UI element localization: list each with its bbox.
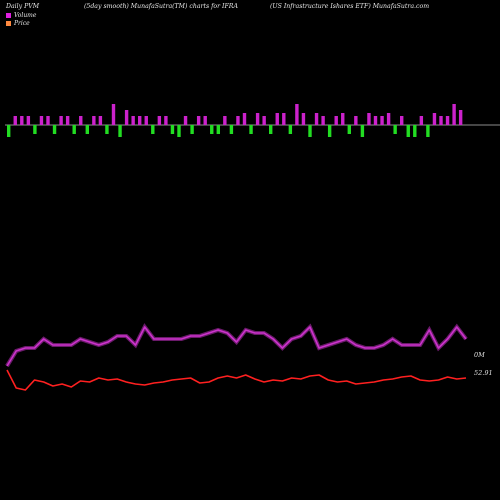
volume-bar <box>386 113 391 125</box>
volume-bar <box>445 116 450 125</box>
volume-bar <box>85 125 89 134</box>
volume-bar <box>79 116 83 125</box>
volume-bar <box>393 125 397 134</box>
volume-bar <box>170 125 175 134</box>
volume-bar <box>65 116 70 125</box>
volume-bar <box>242 113 247 125</box>
volume-bar <box>105 125 109 134</box>
volume-bar <box>367 113 371 125</box>
volume-bar <box>400 116 404 125</box>
legend-item-price: Price <box>6 20 36 28</box>
volume-bar <box>216 125 220 134</box>
volume-bar <box>131 116 135 125</box>
volume-bar <box>13 116 17 125</box>
volume-bar <box>255 113 260 125</box>
volume-bar <box>380 116 384 125</box>
volume-bar <box>321 116 325 125</box>
volume-bar <box>210 125 214 134</box>
volume-bar <box>288 125 293 134</box>
volume-bar <box>20 116 24 125</box>
volume-bar <box>249 125 253 134</box>
volume-bar <box>33 125 37 134</box>
volume-bar <box>177 125 181 137</box>
volume-line <box>6 326 467 367</box>
volume-bar <box>118 125 122 137</box>
volume-bar <box>190 125 194 134</box>
legend-label-price: Price <box>14 20 30 27</box>
price-last-label: 52.91 <box>474 369 493 377</box>
volume-bar <box>314 113 319 125</box>
volume-bar <box>72 125 76 134</box>
volume-bar <box>413 125 417 137</box>
volume-bar <box>308 125 312 137</box>
volume-bar <box>46 116 50 125</box>
volume-bar <box>327 125 332 137</box>
volume-bar <box>262 116 266 125</box>
volume-bar <box>203 116 207 125</box>
volume-bar <box>229 125 234 134</box>
volume-bar <box>373 116 378 125</box>
volume-bar <box>354 116 358 125</box>
volume-bar <box>432 113 437 125</box>
volume-bar <box>236 116 240 125</box>
volume-bar <box>360 125 365 137</box>
volume-bar <box>92 116 96 125</box>
volume-last-label: 0M <box>474 351 485 359</box>
volume-bar <box>164 116 168 125</box>
legend: Volume Price <box>6 12 36 28</box>
volume-bar <box>223 116 227 125</box>
volume-bar <box>347 125 351 134</box>
volume-bar <box>341 113 345 125</box>
legend-swatch-price <box>6 21 11 26</box>
volume-bar <box>157 116 162 125</box>
volume-bar <box>98 116 103 125</box>
volume-line-glow <box>5 323 468 368</box>
volume-bar <box>406 125 410 137</box>
volume-bar <box>39 116 44 125</box>
volume-bar <box>59 116 63 125</box>
legend-label-volume: Volume <box>14 12 37 19</box>
volume-bar <box>26 116 31 125</box>
volume-bar <box>138 116 142 125</box>
volume-bar <box>52 125 57 134</box>
volume-bar <box>452 104 456 125</box>
chart-subtitle: (US Infrastructure Ishares ETF) MunafaSu… <box>270 3 430 10</box>
price-line <box>6 369 467 391</box>
volume-bar <box>151 125 155 134</box>
legend-swatch-volume <box>6 13 11 18</box>
volume-bar <box>282 113 286 125</box>
volume-bar <box>275 113 279 125</box>
volume-bar <box>295 104 299 125</box>
chart-title: (5day smooth) MunafaSutra(TM) charts for… <box>84 3 238 10</box>
volume-bar <box>426 125 430 137</box>
volume-bar <box>124 110 129 125</box>
chart-type-label: Daily PVM <box>6 3 40 10</box>
volume-bar <box>269 125 273 134</box>
legend-item-volume: Volume <box>6 12 36 20</box>
volume-bar <box>111 104 116 125</box>
volume-bar <box>458 110 463 125</box>
volume-bar <box>196 116 201 125</box>
volume-bar <box>301 113 306 125</box>
volume-bar <box>439 116 443 125</box>
volume-bar <box>334 116 338 125</box>
volume-bar <box>419 116 424 125</box>
volume-bar <box>7 125 11 137</box>
volume-bar <box>144 116 148 125</box>
volume-bar <box>183 116 188 125</box>
